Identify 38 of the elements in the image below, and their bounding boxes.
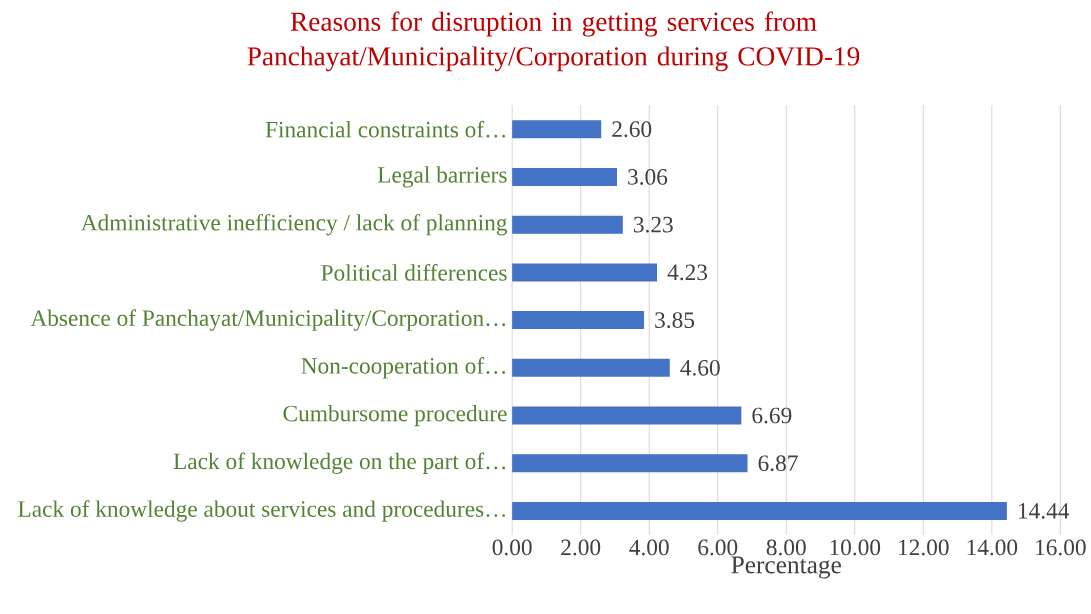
x-tick-label: 6.00: [698, 539, 738, 556]
chart-title: Reasons for disruption in getting services from Panchayat/Municipality/Corporation during COVID-19: [247, 11, 860, 72]
bar: [512, 406, 742, 425]
data-label: 4.23: [667, 264, 708, 281]
y-tick-label: Lack of knowledge on the part of…: [173, 452, 506, 475]
bar: [512, 215, 623, 234]
y-tick-label: Political differences: [321, 264, 507, 281]
bar: [512, 168, 617, 187]
data-label: 2.60: [612, 121, 652, 138]
bar: [512, 311, 645, 330]
data-label: 6.69: [752, 407, 792, 424]
data-label: 3.85: [655, 312, 695, 329]
data-label: 3.23: [633, 217, 673, 233]
data-label: 3.06: [628, 169, 668, 186]
y-tick-label: Absence of Panchayat/Municipality/Corporation…: [30, 309, 506, 332]
x-tick-label: 12.00: [899, 539, 949, 556]
data-label: 4.60: [680, 360, 720, 376]
x-tick-label: 14.00: [967, 539, 1018, 556]
x-tick-label: 0.00: [492, 539, 532, 556]
x-tick-label: 2.00: [561, 539, 601, 556]
x-tick-label: 4.00: [629, 539, 669, 556]
bar: [512, 263, 658, 282]
x-tick-label: 10.00: [830, 539, 881, 556]
y-tick-label: Cumbursome procedure: [283, 405, 507, 427]
y-tick-label: Administrative inefficiency / lack of planning: [80, 214, 508, 236]
x-axis-title: Percentage: [731, 556, 841, 579]
bar: [512, 359, 670, 378]
x-tick-label: 16.00: [1036, 539, 1086, 556]
data-label: 6.87: [758, 455, 798, 472]
bar: [512, 120, 602, 139]
y-tick-label: Non-cooperation of…: [301, 357, 505, 379]
bar: [512, 502, 1007, 521]
y-tick-label: Lack of knowledge about services and procedures…: [18, 500, 506, 522]
bar: [512, 454, 748, 473]
y-tick-label: Financial constraints of…: [265, 121, 506, 138]
y-tick-label: Legal barriers: [377, 166, 507, 188]
x-tick-label: 8.00: [766, 539, 806, 556]
data-label: 14.44: [1018, 503, 1070, 520]
